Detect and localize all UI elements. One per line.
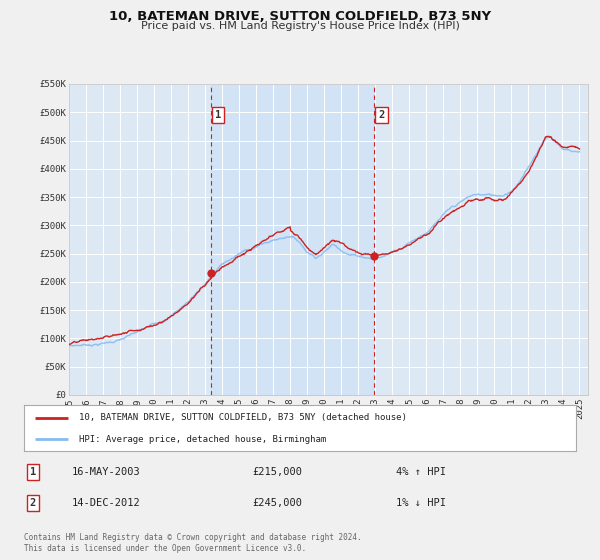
Text: 16-MAY-2003: 16-MAY-2003 bbox=[72, 467, 141, 477]
Text: 10, BATEMAN DRIVE, SUTTON COLDFIELD, B73 5NY (detached house): 10, BATEMAN DRIVE, SUTTON COLDFIELD, B73… bbox=[79, 413, 407, 422]
Text: 14-DEC-2012: 14-DEC-2012 bbox=[72, 498, 141, 507]
Text: HPI: Average price, detached house, Birmingham: HPI: Average price, detached house, Birm… bbox=[79, 435, 326, 444]
Text: 2: 2 bbox=[30, 498, 36, 507]
Text: £215,000: £215,000 bbox=[252, 467, 302, 477]
Text: 2: 2 bbox=[378, 110, 385, 120]
Text: £245,000: £245,000 bbox=[252, 498, 302, 507]
Text: This data is licensed under the Open Government Licence v3.0.: This data is licensed under the Open Gov… bbox=[24, 544, 306, 553]
Text: Contains HM Land Registry data © Crown copyright and database right 2024.: Contains HM Land Registry data © Crown c… bbox=[24, 533, 362, 542]
Bar bbox=[211, 84, 374, 395]
Text: Price paid vs. HM Land Registry's House Price Index (HPI): Price paid vs. HM Land Registry's House … bbox=[140, 21, 460, 31]
Text: 1% ↓ HPI: 1% ↓ HPI bbox=[396, 498, 446, 507]
Text: 1: 1 bbox=[30, 467, 36, 477]
Text: 1: 1 bbox=[215, 110, 221, 120]
Text: 10, BATEMAN DRIVE, SUTTON COLDFIELD, B73 5NY: 10, BATEMAN DRIVE, SUTTON COLDFIELD, B73… bbox=[109, 10, 491, 23]
Text: 4% ↑ HPI: 4% ↑ HPI bbox=[396, 467, 446, 477]
